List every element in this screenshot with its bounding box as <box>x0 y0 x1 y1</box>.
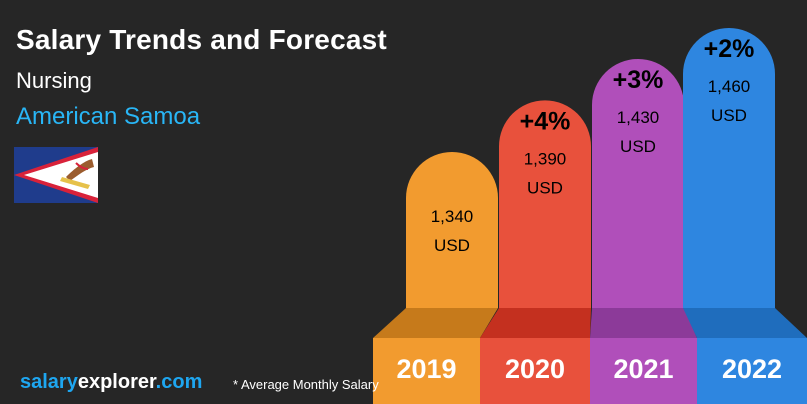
bar-shelf-2021 <box>590 308 697 338</box>
currency-label: USD <box>620 137 656 156</box>
year-band-2020 <box>480 338 590 404</box>
bar-2022 <box>683 28 775 308</box>
salary-value-label: 1,340 <box>431 207 474 226</box>
currency-label: USD <box>527 178 563 197</box>
year-band-2021 <box>590 338 697 404</box>
currency-label: USD <box>711 106 747 125</box>
salary-value-label: 1,390 <box>524 149 567 168</box>
currency-label: USD <box>434 236 470 255</box>
salary-value-label: 1,460 <box>708 77 751 96</box>
job-title: Nursing <box>16 68 92 93</box>
salary-value-label: 1,430 <box>617 108 660 127</box>
year-label: 2022 <box>722 354 782 384</box>
year-label: 2021 <box>613 354 673 384</box>
salaryexplorer-logo[interactable]: salaryexplorer.com <box>20 371 202 394</box>
bar-2021 <box>592 59 684 308</box>
year-band-2022 <box>697 338 807 404</box>
percent-change-label: +4% <box>520 107 571 135</box>
year-label: 2019 <box>396 354 456 384</box>
logo-part-salary: salary <box>20 371 78 393</box>
year-label: 2020 <box>505 354 565 384</box>
bar-shelf-2022 <box>683 308 807 338</box>
logo-part-com: .com <box>155 371 203 393</box>
american-samoa-flag-icon <box>14 147 98 203</box>
region-name: American Samoa <box>16 103 201 130</box>
page-title: Salary Trends and Forecast <box>16 24 387 55</box>
bar-2019 <box>406 152 498 308</box>
bar-shelf-2019 <box>373 308 498 338</box>
bar-2020 <box>499 100 591 308</box>
bar-shelf-2020 <box>480 308 591 338</box>
percent-change-label: +2% <box>704 35 755 63</box>
footnote: * Average Monthly Salary <box>233 377 379 392</box>
percent-change-label: +3% <box>613 66 664 94</box>
year-band-2019 <box>373 338 480 404</box>
logo-part-explorer: explorer <box>77 371 156 393</box>
